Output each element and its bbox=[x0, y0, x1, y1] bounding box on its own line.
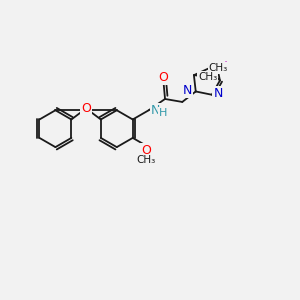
Text: CH₃: CH₃ bbox=[209, 63, 228, 73]
Text: H: H bbox=[159, 108, 167, 118]
Text: I: I bbox=[224, 60, 228, 74]
Text: O: O bbox=[141, 144, 151, 157]
Text: O: O bbox=[81, 102, 91, 115]
Text: CH₃: CH₃ bbox=[136, 155, 155, 165]
Text: N: N bbox=[183, 84, 192, 98]
Text: CH₃: CH₃ bbox=[198, 72, 218, 82]
Text: N: N bbox=[151, 104, 160, 117]
Text: O: O bbox=[159, 71, 169, 84]
Text: N: N bbox=[213, 87, 223, 100]
